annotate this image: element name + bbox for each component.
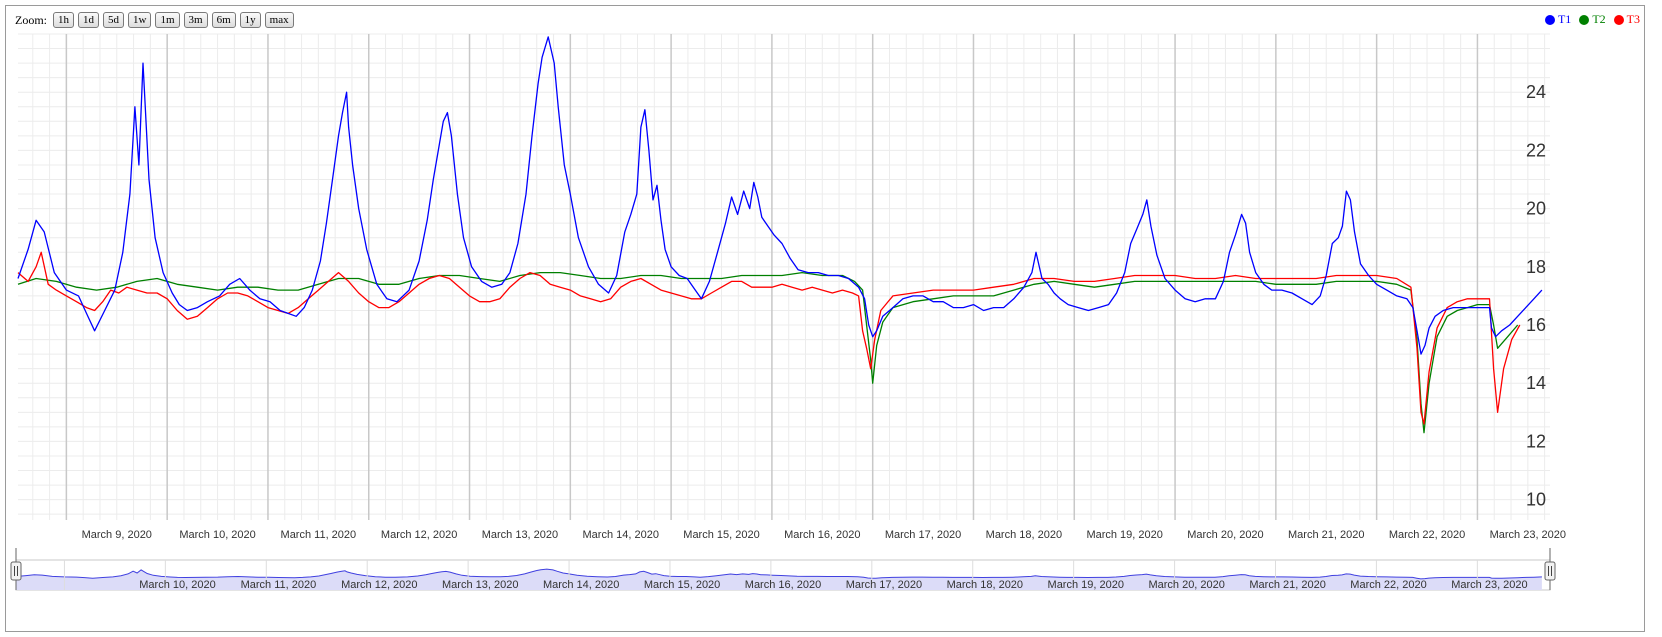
series-line-t2[interactable] [17, 271, 1519, 434]
legend-label: T3 [1626, 12, 1640, 26]
x-tick-label: March 22, 2020 [1389, 529, 1465, 541]
navigator-label: March 10, 2020 [139, 579, 215, 591]
x-tick-label: March 19, 2020 [1086, 529, 1162, 541]
x-axis: March 9, 2020 March 10, 2020 March 11, 202… [82, 529, 1566, 541]
x-tick-label: March 11, 2020 [281, 529, 357, 541]
navigator-line [15, 568, 1542, 580]
legend: T1 T2 T3 [1544, 12, 1640, 27]
x-tick-label: March 18, 2020 [986, 529, 1062, 541]
x-tick-label: March 10, 2020 [179, 529, 255, 541]
y-tick-label: 24 [1526, 82, 1546, 102]
navigator-label: March 19, 2020 [1048, 579, 1124, 591]
navigator-right-handle[interactable] [1544, 548, 1556, 590]
zoom-6m-button[interactable]: 6m [211, 12, 236, 28]
legend-item-t1[interactable]: T1 [1544, 12, 1572, 27]
zoom-1h-button[interactable]: 1h [53, 12, 74, 28]
x-tick-label: March 16, 2020 [784, 529, 860, 541]
x-tick-label: March 14, 2020 [583, 529, 659, 541]
y-tick-label: 10 [1526, 490, 1546, 510]
legend-item-t3[interactable]: T3 [1613, 12, 1640, 27]
x-tick-label: March 9, 2020 [82, 529, 152, 541]
legend-label: T1 [1557, 12, 1572, 26]
navigator-label: March 20, 2020 [1148, 579, 1224, 591]
zoom-1y-button[interactable]: 1y [239, 12, 261, 28]
grid [18, 33, 1550, 520]
legend-dot-icon [1613, 14, 1624, 25]
zoom-1d-button[interactable]: 1d [78, 12, 99, 28]
y-axis: 10 12 14 16 18 20 22 24 [1526, 82, 1546, 509]
zoom-5d-button[interactable]: 5d [103, 12, 124, 28]
zoom-1m-button[interactable]: 1m [155, 12, 180, 28]
y-tick-label: 18 [1526, 257, 1546, 277]
plot-area [18, 34, 1550, 520]
x-tick-label: March 15, 2020 [683, 529, 759, 541]
series-group[interactable] [17, 36, 1543, 434]
navigator-label: March 14, 2020 [543, 579, 619, 591]
zoom-3m-button[interactable]: 3m [183, 12, 208, 28]
legend-label: T2 [1592, 12, 1606, 26]
navigator-label: March 12, 2020 [341, 579, 417, 591]
navigator-label: March 18, 2020 [947, 579, 1023, 591]
zoom-label: Zoom: [15, 12, 47, 27]
series-line-t3[interactable] [17, 251, 1521, 425]
legend-dot-icon [1579, 14, 1590, 25]
navigator-label: March 13, 2020 [442, 579, 518, 591]
navigator-left-handle[interactable] [10, 548, 22, 590]
navigator-label: March 17, 2020 [846, 579, 922, 591]
x-tick-label: March 20, 2020 [1187, 529, 1263, 541]
y-tick-label: 12 [1526, 431, 1546, 451]
zoom-max-button[interactable]: max [264, 12, 294, 28]
legend-dot-icon [1544, 14, 1555, 25]
zoom-toolbar: Zoom: 1h 1d 5d 1w 1m 3m 6m 1y max [15, 12, 294, 28]
y-tick-label: 16 [1526, 315, 1546, 335]
y-tick-label: 22 [1526, 140, 1546, 160]
navigator-label: March 22, 2020 [1350, 579, 1426, 591]
navigator-area [16, 569, 1542, 590]
navigator-label: March 11, 2020 [241, 579, 317, 591]
navigator-label: March 16, 2020 [745, 579, 821, 591]
y-tick-label: 20 [1526, 199, 1546, 219]
navigator-label: March 15, 2020 [644, 579, 720, 591]
x-tick-label: March 21, 2020 [1288, 529, 1364, 541]
x-tick-label: March 12, 2020 [381, 529, 457, 541]
x-tick-label: March 13, 2020 [482, 529, 558, 541]
legend-item-t2[interactable]: T2 [1579, 12, 1606, 27]
range-navigator[interactable]: March 10, 2020 March 11, 2020 March 12, 20… [10, 548, 1556, 591]
x-tick-label: March 23, 2020 [1490, 529, 1566, 541]
navigator-label: March 23, 2020 [1451, 579, 1527, 591]
zoom-1w-button[interactable]: 1w [128, 12, 152, 28]
y-tick-label: 14 [1526, 373, 1546, 393]
series-line-t1[interactable] [17, 36, 1543, 355]
navigator-label: March 21, 2020 [1249, 579, 1325, 591]
x-tick-label: March 17, 2020 [885, 529, 961, 541]
